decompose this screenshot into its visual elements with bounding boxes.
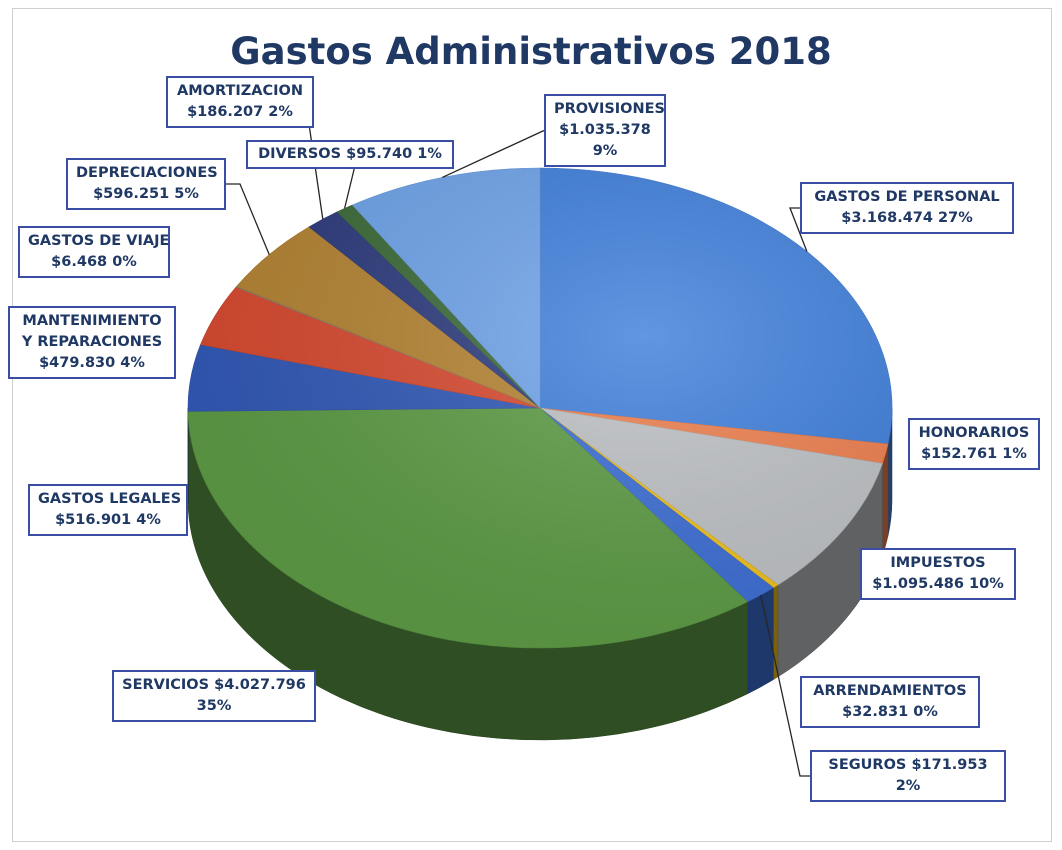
data-label-arrendamientos: ARRENDAMIENTOS $32.831 0% [800, 676, 980, 728]
label-name: PROVISIONES [554, 101, 665, 117]
label-percent: 4% [136, 512, 161, 528]
leader-line-0 [789, 207, 808, 252]
label-amount: $479.830 [39, 355, 116, 371]
label-name: HONORARIOS [918, 425, 1030, 441]
label-percent: 9% [592, 143, 618, 159]
label-percent: 35% [196, 698, 232, 714]
label-amount: $95.740 [346, 146, 413, 162]
leader-line-9 [226, 183, 270, 255]
data-label-servicios: SERVICIOS $4.027.796 35% [112, 670, 316, 722]
label-name: DIVERSOS [258, 146, 342, 162]
label-name: MANTENIMIENTO Y REPARACIONES [21, 313, 163, 350]
label-percent: 2% [268, 104, 293, 120]
label-name: GASTOS DE VIAJE [28, 233, 170, 249]
label-percent: 4% [120, 355, 145, 371]
label-amount: $171.953 [911, 757, 988, 773]
data-label-gastos-personal: GASTOS DE PERSONAL $3.168.474 27% [800, 182, 1014, 234]
label-name: GASTOS DE PERSONAL [814, 189, 1000, 205]
data-label-gastos-legales: GASTOS LEGALES $516.901 4% [28, 484, 188, 536]
label-name: DEPRECIACIONES [76, 165, 218, 181]
label-name: SERVICIOS [122, 677, 210, 693]
label-amount: $186.207 [187, 104, 264, 120]
label-percent: 1% [1002, 446, 1027, 462]
label-name: AMORTIZACION [176, 83, 303, 99]
label-amount: $152.761 [921, 446, 998, 462]
label-percent: 10% [969, 576, 1004, 592]
data-label-diversos: DIVERSOS $95.740 1% [246, 140, 454, 169]
leader-line-12 [442, 129, 545, 179]
data-label-honorarios: HONORARIOS $152.761 1% [908, 418, 1040, 470]
data-label-mantenimiento: MANTENIMIENTO Y REPARACIONES $479.830 4% [8, 306, 176, 379]
label-percent: 27% [938, 210, 973, 226]
label-percent: 1% [417, 146, 442, 162]
label-amount: $516.901 [55, 512, 132, 528]
leader-line-11 [343, 168, 355, 209]
chart-frame [12, 8, 1052, 842]
chart-title: Gastos Administrativos 2018 [230, 30, 832, 73]
label-amount: $6.468 [51, 254, 108, 270]
label-percent: 0% [112, 254, 137, 270]
data-label-depreciaciones: DEPRECIACIONES $596.251 5% [66, 158, 226, 210]
data-label-impuestos: IMPUESTOS $1.095.486 10% [860, 548, 1016, 600]
label-amount: $32.831 [842, 704, 909, 720]
label-amount: $1.095.486 [872, 576, 964, 592]
leader-line-4 [760, 594, 810, 777]
label-name: GASTOS LEGALES [38, 491, 182, 507]
data-label-seguros: SEGUROS $171.953 2% [810, 750, 1006, 802]
label-name: SEGUROS [828, 757, 907, 773]
pie-slices [187, 167, 893, 649]
label-percent: 0% [913, 704, 938, 720]
data-label-provisiones: PROVISIONES $1.035.378 9% [544, 94, 666, 167]
label-amount: $3.168.474 [841, 210, 933, 226]
label-percent: 2% [895, 778, 921, 794]
label-percent: 5% [174, 186, 199, 202]
label-amount: $596.251 [93, 186, 170, 202]
label-name: IMPUESTOS [890, 555, 986, 571]
label-amount: $4.027.796 [214, 677, 306, 693]
label-name: ARRENDAMIENTOS [813, 683, 967, 699]
data-label-amortizacion: AMORTIZACION $186.207 2% [166, 76, 314, 128]
pie-side-4 [747, 587, 774, 695]
data-label-gastos-viaje: GASTOS DE VIAJE $6.468 0% [18, 226, 170, 278]
label-amount: $1.035.378 [559, 122, 651, 138]
